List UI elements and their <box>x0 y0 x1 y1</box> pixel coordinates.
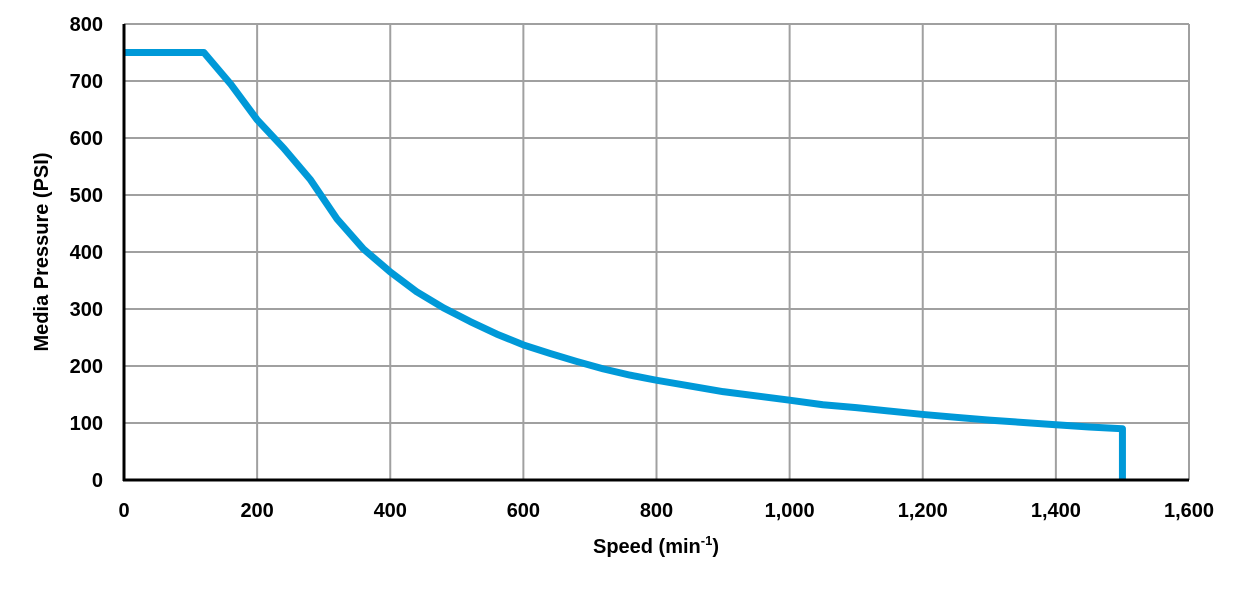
y-tick-label: 300 <box>70 299 103 321</box>
y-tick-label: 700 <box>70 71 103 93</box>
x-tick-label: 0 <box>118 500 129 522</box>
y-tick-label: 100 <box>70 413 103 435</box>
x-axis-label-end: ) <box>712 536 719 558</box>
y-tick-label: 500 <box>70 185 103 207</box>
series-layer <box>124 49 1126 480</box>
axes <box>122 24 1189 482</box>
x-tick-label: 1,200 <box>898 500 948 522</box>
series-line-0 <box>124 49 1126 480</box>
y-tick-label: 600 <box>70 128 103 150</box>
x-tick-label: 400 <box>374 500 407 522</box>
x-axis-label-sup: -1 <box>701 533 713 548</box>
x-tick-label: 1,600 <box>1164 500 1214 522</box>
x-tick-label: 800 <box>640 500 673 522</box>
x-tick-label: 1,000 <box>765 500 815 522</box>
tick-labels: 0 200 400 600 800 1,000 1,200 1,400 1,600 0 100 200… <box>70 14 1214 522</box>
y-tick-label: 400 <box>70 242 103 264</box>
y-tick-label: 200 <box>70 356 103 378</box>
x-tick-label: 600 <box>507 500 540 522</box>
grid <box>124 23 1190 480</box>
y-tick-label: 0 <box>92 470 103 492</box>
y-tick-label: 800 <box>70 14 103 36</box>
y-axis-label: Media Pressure (PSI) <box>31 153 53 352</box>
x-tick-label: 1,400 <box>1031 500 1081 522</box>
x-tick-label: 200 <box>240 500 273 522</box>
x-axis-label: Speed (min-1) <box>593 533 719 558</box>
x-axis-label-main: Speed (min <box>593 536 701 558</box>
